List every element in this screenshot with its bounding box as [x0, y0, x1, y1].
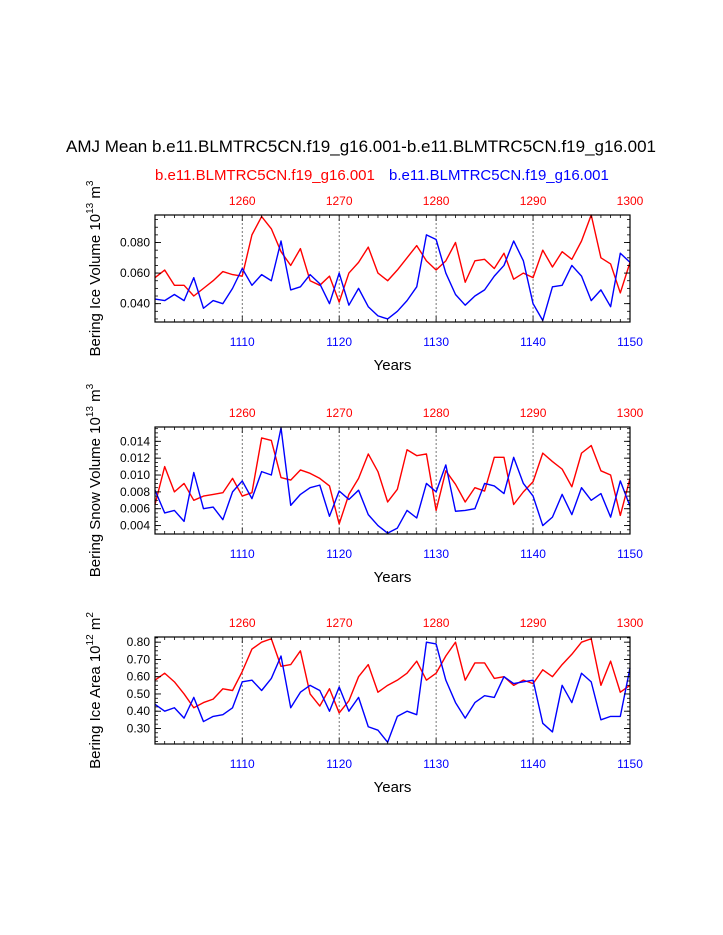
y-axis-label-unit: m [87, 186, 104, 203]
x-tick-label-bottom: 1110 [230, 547, 255, 561]
legend-blue-label: b.e11.BLMTRC5CN.f19_g16.001 [389, 167, 609, 184]
y-axis-label: Bering Snow Volume 1013 m3 [85, 383, 104, 577]
x-tick-label-top: 1260 [229, 194, 256, 208]
chart-panel-ice-volume: 0.040 0.060 0.080 1110 1120 1130 1140 1150 1260 1… [85, 180, 644, 374]
y-tick-label: 0.010 [120, 468, 150, 482]
y-tick-label: 0.80 [127, 635, 151, 649]
x-tick-label-top: 1270 [326, 194, 353, 208]
x-tick-label-bottom: 1130 [423, 757, 449, 771]
y-axis-label-main: Bering Snow Volume 10 [87, 417, 104, 577]
x-tick-label-bottom: 1110 [230, 757, 255, 771]
x-tick-label-bottom: 1120 [326, 757, 352, 771]
y-tick-label: 0.080 [120, 236, 150, 250]
y-tick-label: 0.012 [120, 451, 150, 465]
x-tick-label-top: 1280 [423, 406, 450, 420]
y-axis-label: Bering Ice Area 1012 m2 [85, 612, 104, 769]
y-tick-label: 0.60 [127, 670, 151, 684]
series-line-red [154, 638, 631, 714]
x-tick-label-bottom: 1150 [617, 335, 643, 349]
plot-frame [154, 426, 631, 535]
y-axis-label-exp2: 2 [85, 612, 96, 618]
series-line-blue [154, 427, 631, 534]
x-tick-label-bottom: 1140 [520, 757, 546, 771]
x-tick-label-bottom: 1120 [326, 547, 352, 561]
y-tick-label: 0.70 [127, 652, 151, 666]
x-tick-label-bottom: 1110 [230, 335, 255, 349]
y-tick-label: 0.50 [127, 687, 151, 701]
chart-panel-snow-volume: 0.004 0.006 0.008 0.010 0.012 0.014 1110 1120 11… [85, 383, 644, 586]
x-tick-label-top: 1300 [617, 616, 644, 630]
plot-frame [154, 636, 631, 745]
y-tick-label: 0.008 [120, 485, 150, 499]
x-tick-label-bottom: 1150 [617, 757, 643, 771]
series-line-red [154, 437, 631, 525]
series-line-blue [154, 234, 631, 322]
y-axis-label-main: Bering Ice Volume 10 [87, 214, 104, 357]
y-tick-label: 0.40 [127, 704, 151, 718]
y-tick-label: 0.004 [120, 519, 150, 533]
series-line-red [154, 214, 631, 303]
y-axis-label-main: Bering Ice Area 10 [87, 645, 104, 768]
y-axis-label: Bering Ice Volume 1013 m3 [85, 180, 104, 356]
x-tick-label-top: 1290 [520, 616, 547, 630]
x-tick-label-top: 1300 [617, 194, 644, 208]
figure-title: AMJ Mean b.e11.BLMTRC5CN.f19_g16.001-b.e… [66, 137, 656, 156]
y-tick-label: 0.006 [120, 502, 150, 516]
y-tick-label: 0.060 [120, 266, 150, 280]
x-tick-label-bottom: 1150 [617, 547, 643, 561]
plot-frame [154, 214, 631, 323]
x-tick-label-bottom: 1140 [520, 547, 546, 561]
x-tick-label-top: 1300 [617, 406, 644, 420]
chart-panels: 0.040 0.060 0.080 1110 1120 1130 1140 1150 1260 1… [85, 180, 644, 796]
y-tick-label: 0.014 [120, 434, 150, 448]
chart-panel-ice-area: 0.30 0.40 0.50 0.60 0.70 0.80 1110 1120 1130 1140… [85, 612, 644, 796]
x-tick-label-bottom: 1120 [326, 335, 352, 349]
x-tick-label-top: 1260 [229, 616, 256, 630]
legend-red-label: b.e11.BLMTRC5CN.f19_g16.001 [155, 167, 375, 184]
y-axis-label-exp1: 13 [85, 202, 96, 214]
y-axis-label-unit: m [87, 389, 104, 406]
y-tick-label: 0.30 [127, 721, 151, 735]
x-tick-label-bottom: 1130 [423, 547, 449, 561]
x-tick-label-top: 1280 [423, 194, 450, 208]
x-tick-label-top: 1280 [423, 616, 450, 630]
x-tick-label-top: 1270 [326, 406, 353, 420]
x-axis-label: Years [374, 357, 412, 374]
y-tick-label: 0.040 [120, 297, 150, 311]
series-line-blue [154, 641, 631, 743]
y-axis-label-exp2: 3 [85, 180, 96, 186]
x-tick-label-bottom: 1130 [423, 335, 449, 349]
x-axis-label: Years [374, 779, 412, 796]
x-tick-label-top: 1290 [520, 194, 547, 208]
y-axis-label-exp1: 12 [85, 634, 96, 646]
x-tick-label-top: 1260 [229, 406, 256, 420]
y-axis-label-exp2: 3 [85, 383, 96, 389]
y-axis-label-unit: m [87, 618, 104, 635]
x-tick-label-bottom: 1140 [520, 335, 546, 349]
x-tick-label-top: 1290 [520, 406, 547, 420]
y-axis-label-exp1: 13 [85, 406, 96, 418]
x-tick-label-top: 1270 [326, 616, 353, 630]
x-axis-label: Years [374, 569, 412, 586]
